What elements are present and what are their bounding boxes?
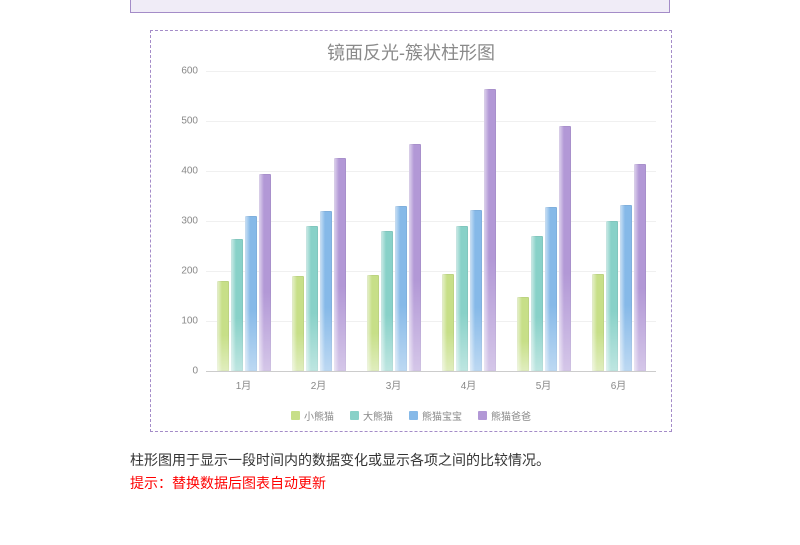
chart-description: 柱形图用于显示一段时间内的数据变化或显示各项之间的比较情况。: [130, 450, 550, 470]
bar: [592, 274, 604, 372]
x-axis-label: 6月: [611, 377, 627, 392]
chart-plot-area: 01002003004005006001月2月3月4月5月6月: [206, 71, 656, 371]
legend-swatch: [409, 411, 418, 420]
bar: [634, 164, 646, 371]
y-axis-label: 400: [181, 166, 198, 177]
chart-legend: 小熊猫 大熊猫 熊猫宝宝 熊猫爸爸: [151, 408, 671, 423]
bar: [545, 207, 557, 371]
bar: [456, 226, 468, 371]
y-axis-label: 0: [192, 366, 198, 377]
x-axis-label: 1月: [236, 377, 252, 392]
bar: [381, 231, 393, 371]
bar: [306, 226, 318, 371]
axis-baseline: [206, 371, 656, 372]
bar: [531, 236, 543, 371]
bar: [245, 216, 257, 371]
chart-container: 镜面反光-簇状柱形图 01002003004005006001月2月3月4月5月…: [150, 30, 672, 432]
bar: [334, 158, 346, 371]
legend-item: 熊猫宝宝: [409, 408, 462, 423]
bar: [217, 281, 229, 371]
y-axis-label: 600: [181, 66, 198, 77]
legend-label: 小熊猫: [304, 412, 334, 423]
grid-line: [206, 171, 656, 172]
bar: [442, 274, 454, 372]
bar: [395, 206, 407, 371]
chart-hint: 提示：替换数据后图表自动更新: [130, 473, 326, 493]
legend-label: 熊猫爸爸: [491, 412, 531, 423]
bar: [320, 211, 332, 371]
bar: [620, 205, 632, 371]
bar: [259, 174, 271, 372]
legend-swatch: [478, 411, 487, 420]
grid-line: [206, 121, 656, 122]
bar: [409, 144, 421, 372]
y-axis-label: 200: [181, 266, 198, 277]
x-axis-label: 3月: [386, 377, 402, 392]
bar: [231, 239, 243, 372]
bar: [470, 210, 482, 371]
legend-label: 熊猫宝宝: [422, 412, 462, 423]
bar: [559, 126, 571, 371]
legend-swatch: [350, 411, 359, 420]
bar: [367, 275, 379, 371]
bar: [292, 276, 304, 371]
table-header-stub: [130, 0, 670, 13]
legend-item: 熊猫爸爸: [478, 408, 531, 423]
y-axis-label: 300: [181, 216, 198, 227]
bar: [606, 221, 618, 371]
legend-item: 小熊猫: [291, 408, 334, 423]
grid-line: [206, 71, 656, 72]
bar: [517, 297, 529, 371]
x-axis-label: 2月: [311, 377, 327, 392]
bar: [484, 89, 496, 372]
grid-line: [206, 321, 656, 322]
x-axis-label: 5月: [536, 377, 552, 392]
legend-label: 大熊猫: [363, 412, 393, 423]
legend-swatch: [291, 411, 300, 420]
grid-line: [206, 271, 656, 272]
legend-item: 大熊猫: [350, 408, 393, 423]
x-axis-label: 4月: [461, 377, 477, 392]
y-axis-label: 500: [181, 116, 198, 127]
chart-title: 镜面反光-簇状柱形图: [151, 39, 671, 65]
y-axis-label: 100: [181, 316, 198, 327]
grid-line: [206, 221, 656, 222]
